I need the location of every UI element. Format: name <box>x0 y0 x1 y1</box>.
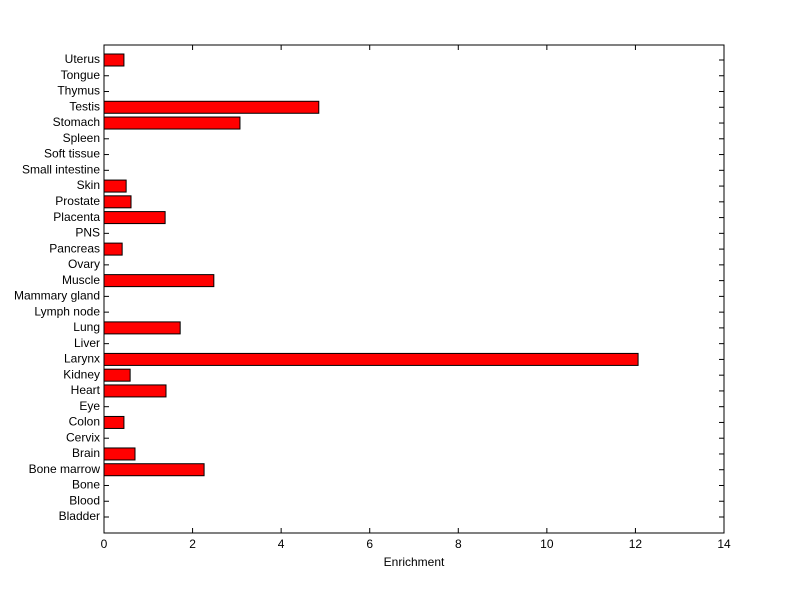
bar <box>103 415 125 429</box>
y-tick-label: Uterus <box>65 52 100 66</box>
y-tick-label: Bladder <box>59 509 100 523</box>
x-tick-label: 6 <box>366 537 373 551</box>
bar <box>103 53 125 67</box>
y-tick-label: Larynx <box>64 352 100 366</box>
y-tick-label: Pancreas <box>49 241 100 255</box>
y-tick-label: Muscle <box>62 273 100 287</box>
y-tick-label: Lung <box>73 320 100 334</box>
bar <box>103 352 639 366</box>
bar <box>103 179 127 193</box>
x-axis-label: Enrichment <box>384 555 445 569</box>
y-tick-label: Soft tissue <box>44 147 100 161</box>
bar <box>103 211 166 225</box>
bar <box>103 274 215 288</box>
bar <box>103 100 320 114</box>
x-tick-label: 8 <box>455 537 462 551</box>
y-tick-label: Bone marrow <box>29 462 101 476</box>
bar <box>103 195 132 209</box>
y-tick-label: Spleen <box>63 131 100 145</box>
bar <box>103 463 205 477</box>
x-tick-label: 2 <box>189 537 196 551</box>
y-tick-label: Blood <box>69 493 100 507</box>
x-tick-label: 14 <box>717 537 731 551</box>
y-tick-label: Liver <box>74 336 100 350</box>
y-tick-label: Heart <box>71 383 101 397</box>
y-tick-label: Ovary <box>68 257 100 271</box>
y-tick-label: Prostate <box>55 194 100 208</box>
y-tick-label: Lymph node <box>34 304 100 318</box>
y-tick-label: Colon <box>69 415 100 429</box>
bar <box>103 368 131 382</box>
bar <box>103 242 123 256</box>
y-tick-label: PNS <box>75 226 100 240</box>
bar <box>103 447 136 461</box>
bar <box>103 321 181 335</box>
y-tick-label: Skin <box>77 178 100 192</box>
x-tick-label: 4 <box>278 537 285 551</box>
y-tick-label: Cervix <box>66 430 100 444</box>
y-tick-label: Placenta <box>53 210 100 224</box>
y-tick-label: Mammary gland <box>14 289 100 303</box>
x-tick-label: 10 <box>540 537 554 551</box>
y-tick-label: Kidney <box>63 367 100 381</box>
x-tick-label: 0 <box>101 537 108 551</box>
bar <box>103 384 167 398</box>
bar <box>103 116 241 130</box>
y-tick-label: Stomach <box>53 115 100 129</box>
x-tick-label: 12 <box>629 537 643 551</box>
y-tick-label: Testis <box>69 99 100 113</box>
y-tick-label: Brain <box>72 446 100 460</box>
y-tick-label: Small intestine <box>22 162 100 176</box>
y-tick-label: Eye <box>79 399 100 413</box>
y-tick-label: Tongue <box>61 68 101 82</box>
y-tick-label: Bone <box>72 478 100 492</box>
y-tick-label: Thymus <box>57 84 100 98</box>
